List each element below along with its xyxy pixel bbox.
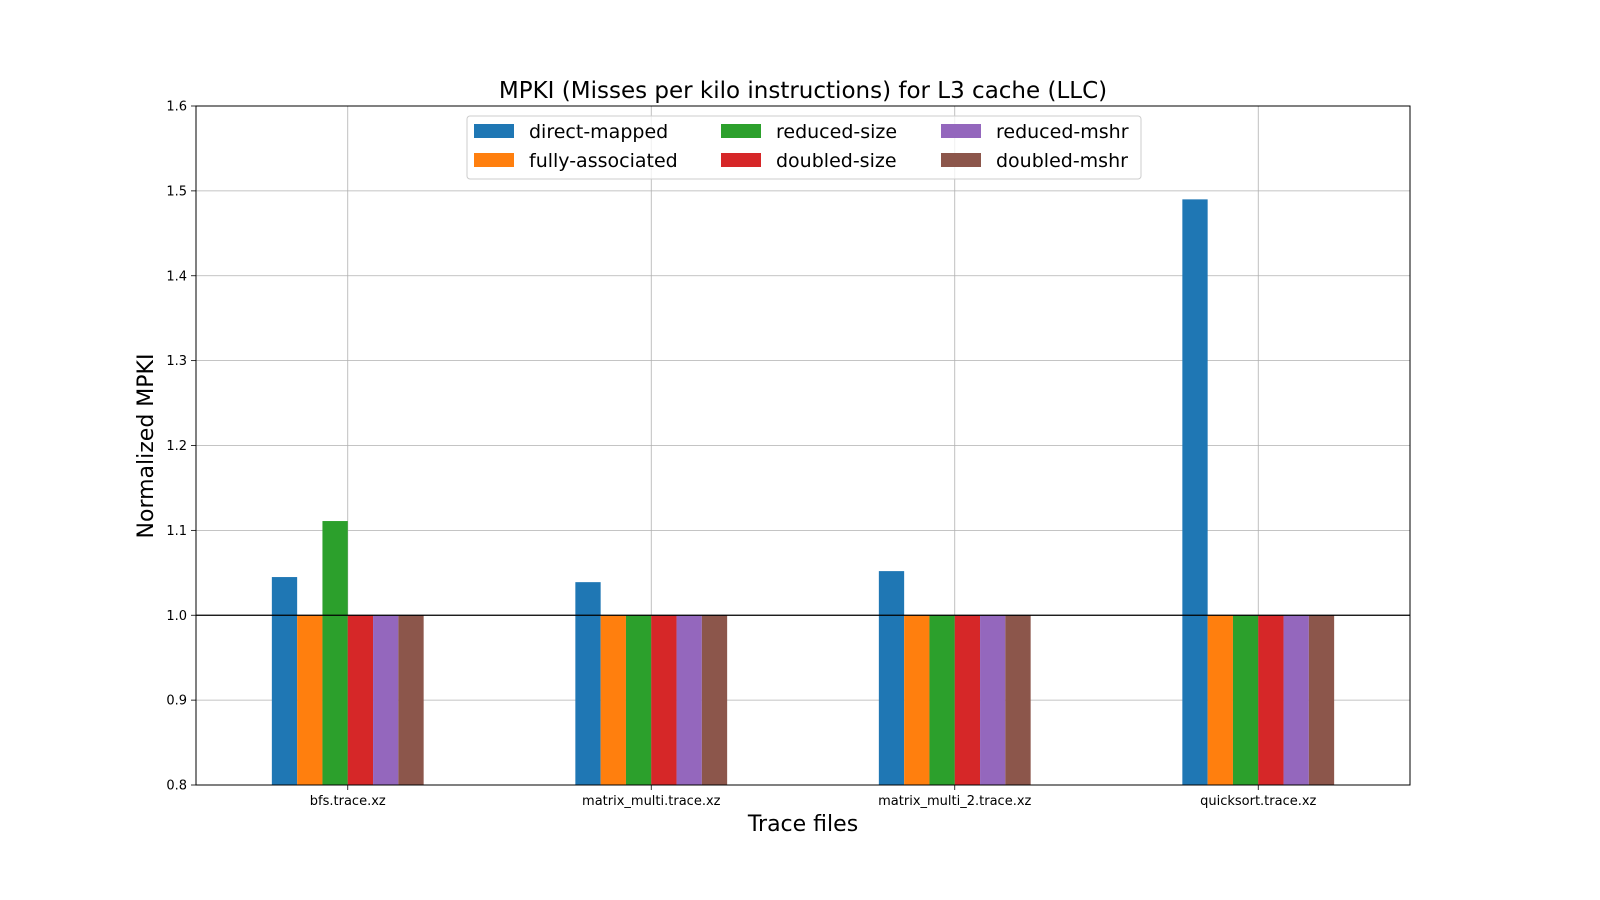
bar-base-fully-associated	[600, 615, 626, 785]
bar-base-fully-associated	[1207, 615, 1233, 785]
x-axis: bfs.trace.xz matrix_multi.trace.xz matrix_…	[310, 785, 1317, 809]
bar-base-reduced-mshr	[676, 615, 702, 785]
bar-base-doubled-mshr	[1308, 615, 1335, 785]
legend-swatch-fully-associated	[474, 153, 514, 167]
bar-base-reduced-size	[322, 615, 348, 785]
bar-base-doubled-size	[347, 615, 374, 785]
y-tick-label: 1.5	[166, 184, 187, 199]
y-tick-label: 1.0	[166, 609, 187, 624]
bar-base-direct-mapped	[271, 615, 298, 785]
legend-label-direct-mapped: direct-mapped	[529, 121, 668, 143]
legend-swatch-doubled-mshr	[941, 153, 981, 167]
bar-direct-mapped	[1182, 199, 1208, 616]
legend-swatch-reduced-size	[721, 124, 761, 138]
chart-title: MPKI (Misses per kilo instructions) for …	[499, 78, 1107, 104]
bar-direct-mapped	[271, 577, 298, 616]
bar-base-doubled-size	[954, 615, 981, 785]
legend: direct-mapped fully-associated reduced-siz…	[466, 115, 1142, 180]
bar-base-fully-associated	[904, 615, 930, 785]
bar-base-reduced-mshr	[373, 615, 399, 785]
bar-direct-mapped	[878, 571, 905, 616]
bar-base-doubled-size	[1258, 615, 1284, 785]
legend-label-doubled-size: doubled-size	[776, 150, 897, 172]
bar-base-direct-mapped	[1182, 615, 1208, 785]
legend-label-fully-associated: fully-associated	[529, 150, 678, 172]
x-tick-label: quicksort.trace.xz	[1200, 794, 1316, 809]
bar-base-fully-associated	[297, 615, 323, 785]
bar-reduced-size	[322, 521, 348, 616]
legend-swatch-direct-mapped	[474, 124, 514, 138]
bar-base-reduced-size	[625, 615, 652, 785]
bar-base-reduced-mshr	[980, 615, 1006, 785]
y-tick-label: 1.3	[166, 354, 187, 369]
y-tick-label: 1.4	[166, 269, 187, 284]
y-tick-label: 1.1	[166, 524, 187, 539]
x-tick-label: matrix_multi.trace.xz	[582, 794, 721, 809]
legend-swatch-reduced-mshr	[941, 124, 981, 138]
y-tick-label: 0.8	[166, 779, 187, 794]
bar-base-doubled-mshr	[398, 615, 424, 785]
y-axis-label: Normalized MPKI	[134, 354, 159, 539]
bar-base-reduced-mshr	[1283, 615, 1309, 785]
bar-base-reduced-size	[929, 615, 955, 785]
legend-label-doubled-mshr: doubled-mshr	[996, 150, 1128, 172]
bar-base-doubled-size	[651, 615, 677, 785]
x-tick-label: matrix_multi_2.trace.xz	[878, 794, 1031, 809]
legend-label-reduced-mshr: reduced-mshr	[996, 121, 1129, 143]
x-axis-label: Trace files	[747, 812, 858, 837]
y-tick-label: 0.9	[166, 694, 187, 709]
bar-direct-mapped	[575, 582, 601, 616]
y-axis: 0.8 0.9 1.0 1.1 1.2 1.3 1.4 1.5 1.6	[166, 100, 196, 794]
bar-base-doubled-mshr	[701, 615, 728, 785]
bar-base-doubled-mshr	[1005, 615, 1031, 785]
bar-base-direct-mapped	[878, 615, 905, 785]
x-tick-label: bfs.trace.xz	[310, 794, 386, 809]
bar-base-reduced-size	[1232, 615, 1259, 785]
legend-label-reduced-size: reduced-size	[776, 121, 897, 143]
bar-base-direct-mapped	[575, 615, 601, 785]
y-tick-label: 1.6	[166, 100, 187, 115]
bars	[271, 199, 1335, 785]
legend-swatch-doubled-size	[721, 153, 761, 167]
y-tick-label: 1.2	[166, 439, 187, 454]
